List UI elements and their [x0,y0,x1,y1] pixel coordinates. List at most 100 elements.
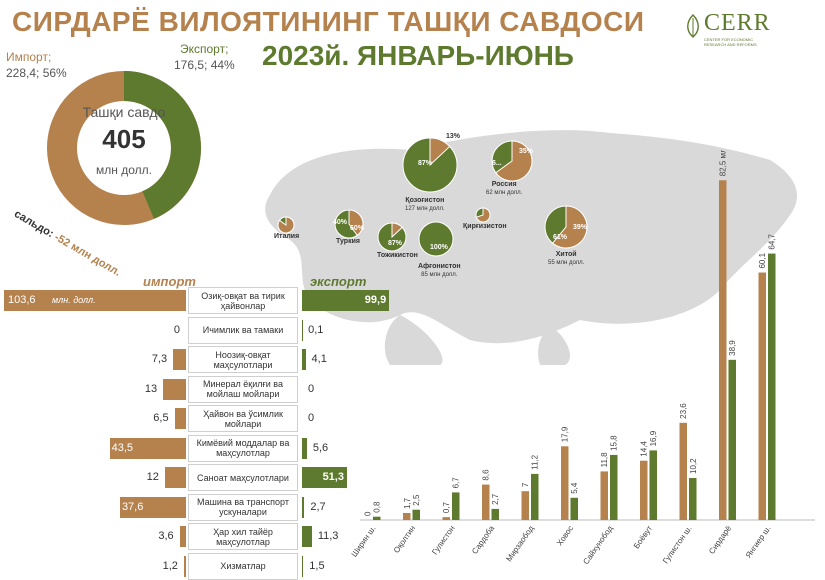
region-import-value: 7 [521,482,530,487]
region-import-value: 82,5 млн. долл. [719,150,728,176]
region-tick-label: Ховос [555,524,575,547]
region-export-bar [413,510,421,520]
import-value-label: 12 [119,471,159,483]
region-export-value: 11,2 [531,454,540,470]
export-value-label: 0 [308,412,314,424]
import-bar [184,556,186,577]
pie-import-pct: 13% [446,133,460,140]
region-import-bar [561,446,569,520]
export-value-label: 0,1 [308,324,323,336]
region-export-bar [650,450,658,520]
region-import-value: 0 [363,511,372,516]
region-tick-label: Сирдарё [707,524,733,556]
logo-subtext: CENTER FOR ECONOMIC RESEARCH AND REFORMS [704,37,774,47]
region-export-value: 5,4 [570,482,579,494]
region-import-bar [640,461,648,520]
import-bar [175,408,186,429]
region-import-value: 1,7 [403,497,412,509]
import-value-label: 7,3 [127,353,167,365]
region-tick-label: Янгиер ш. [744,524,773,560]
donut-center: Ташқи савдо 405 млн долл. [74,104,174,177]
import-value-label: 13 [117,383,157,395]
donut-export-value: 176,5; 44% [174,58,235,72]
region-export-value: 38,9 [728,340,737,356]
import-value-label: 0 [140,324,180,336]
region-import-value: 11,8 [600,452,609,468]
pie-import-pct: 40% [333,219,347,226]
region-export-value: 6,7 [452,477,461,489]
region-tick-label: Сардоба [470,524,496,556]
region-import-bar [719,180,727,520]
region-import-bar [522,491,530,520]
donut-center-value: 405 [74,124,174,155]
page-subtitle: 2023й. ЯНВАРЬ-ИЮНЬ [262,40,574,72]
region-import-value: 23,6 [679,403,688,419]
export-bar [302,497,304,518]
region-tick-label: Боёвут [632,524,654,551]
export-bar [302,526,312,547]
region-export-bar [768,254,776,520]
export-value-label: 0 [308,383,314,395]
category-label: Ҳар хил тайёр маҳсулотлар [188,523,298,550]
region-import-value: 60,1 [758,252,767,268]
import-unit-label: млн. долл. [52,295,96,305]
import-value-label: 37,6 [122,501,162,513]
region-export-bar [689,478,697,520]
category-label: Ичимлик ва тамаки [188,317,298,344]
category-label: Саноат маҳсулотлари [188,464,298,491]
logo-text: CERR [704,10,771,37]
region-export-value: 64,7 [768,233,777,249]
region-import-bar [759,273,767,520]
country-name: Италия [274,233,299,241]
donut-center-unit: млн долл. [74,163,174,177]
export-value-label: 1,5 [309,560,324,572]
region-import-bar [680,423,688,520]
region-tick-label: Ширин ш. [350,524,378,559]
region-import-value: 17,9 [561,426,570,442]
import-value-label: 1,2 [138,560,178,572]
page-title: СИРДАРЁ ВИЛОЯТИНИНГ ТАШҚИ САВДОСИ [12,6,644,38]
region-export-value: 15,8 [610,435,619,451]
category-label: Ҳайвон ва ўсимлик мойлари [188,405,298,432]
donut-center-title: Ташқи савдо [74,104,174,120]
import-bar [173,349,186,370]
category-label: Минерал ёқилғи ва мойлаш мойлари [188,376,298,403]
import-value-label: 3,6 [134,530,174,542]
region-export-bar [610,455,618,520]
region-import-bar [403,513,411,520]
region-export-value: 10,2 [689,458,698,474]
region-export-value: 2,7 [491,493,500,505]
region-export-bar [452,492,460,520]
region-import-bar [482,485,490,520]
import-value-label: 103,6 [8,294,36,306]
region-import-bar [443,517,451,520]
export-value-label: 2,7 [310,501,325,513]
map-country-label: Италия [274,233,299,241]
export-bar [302,556,303,577]
export-value-label: 4,1 [312,353,327,365]
export-bar [302,438,307,459]
region-tick-label: Мирзаобод [504,524,535,563]
import-value-label: 43,5 [112,442,152,454]
region-tick-label: Гулистон [430,524,456,556]
category-label: Ноозиқ-овқат маҳсулотлари [188,346,298,373]
category-label: Озиқ-овқат ва тирик ҳайвонлар [188,287,298,314]
import-bar [163,379,186,400]
region-export-bar [373,517,381,520]
category-label: Машина ва транспорт ускуналари [188,494,298,521]
map-pie-7 [278,217,294,233]
region-import-bar [601,471,609,520]
import-value-label: 6,5 [129,412,169,424]
export-value-label: 5,6 [313,442,328,454]
region-tick-label: Сайхунобод [581,524,614,566]
export-bar [302,349,306,370]
region-export-bar [571,498,579,520]
region-import-value: 8,6 [482,469,491,481]
donut-import-label: Импорт; [6,50,51,64]
region-import-value: 0,7 [442,501,451,513]
category-label: Кимёвий моддалар ва маҳсулотлар [188,435,298,462]
category-label: Хизматлар [188,553,298,580]
region-export-bar [729,360,737,520]
region-import-value: 14,4 [640,441,649,457]
